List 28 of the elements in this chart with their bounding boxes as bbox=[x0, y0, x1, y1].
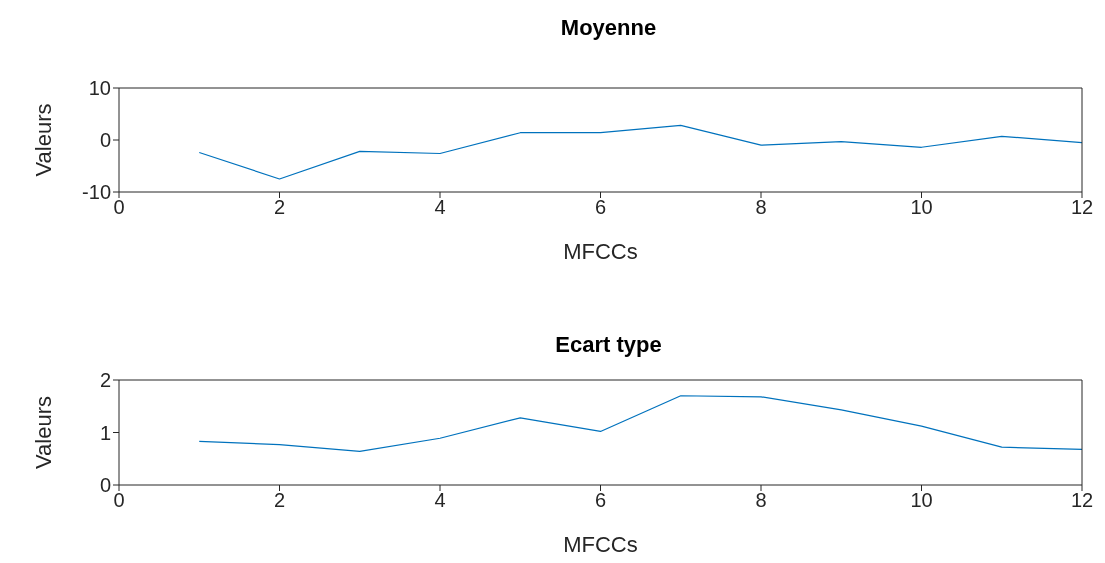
x-tick-label: 10 bbox=[910, 196, 933, 219]
chart-title: Moyenne bbox=[559, 14, 658, 42]
x-axis-title: MFCCs bbox=[563, 239, 638, 264]
x-axis-title: MFCCs bbox=[563, 532, 638, 557]
line-series bbox=[198, 124, 1082, 180]
y-tick-label: 10 bbox=[88, 77, 111, 100]
x-tick-label: 6 bbox=[594, 196, 607, 219]
y-tick-label: 0 bbox=[99, 474, 111, 497]
x-tick-label: 2 bbox=[273, 196, 286, 219]
x-tick-label: 8 bbox=[755, 489, 767, 512]
x-tick-label: 8 bbox=[755, 196, 767, 219]
x-tick-label: 0 bbox=[113, 196, 125, 219]
x-tick-label: 2 bbox=[273, 489, 286, 512]
y-tick-label: 1 bbox=[99, 421, 111, 444]
y-tick-label: 0 bbox=[99, 129, 111, 152]
x-tick-label: 12 bbox=[1070, 489, 1094, 512]
y-axis-title: Valeurs bbox=[30, 103, 56, 177]
x-tick-label: 4 bbox=[434, 489, 446, 512]
line-series bbox=[198, 395, 1082, 452]
y-axis-title: Valeurs bbox=[30, 396, 56, 469]
x-tick-label: 12 bbox=[1070, 196, 1094, 219]
chart-title: Ecart type bbox=[554, 331, 663, 359]
y-tick-label: 2 bbox=[99, 369, 111, 392]
x-tick-label: 10 bbox=[910, 489, 933, 512]
y-tick-label: -10 bbox=[82, 181, 111, 204]
x-tick-label: 4 bbox=[434, 196, 446, 219]
x-tick-label: 6 bbox=[594, 489, 607, 512]
x-tick-label: 0 bbox=[113, 489, 125, 512]
